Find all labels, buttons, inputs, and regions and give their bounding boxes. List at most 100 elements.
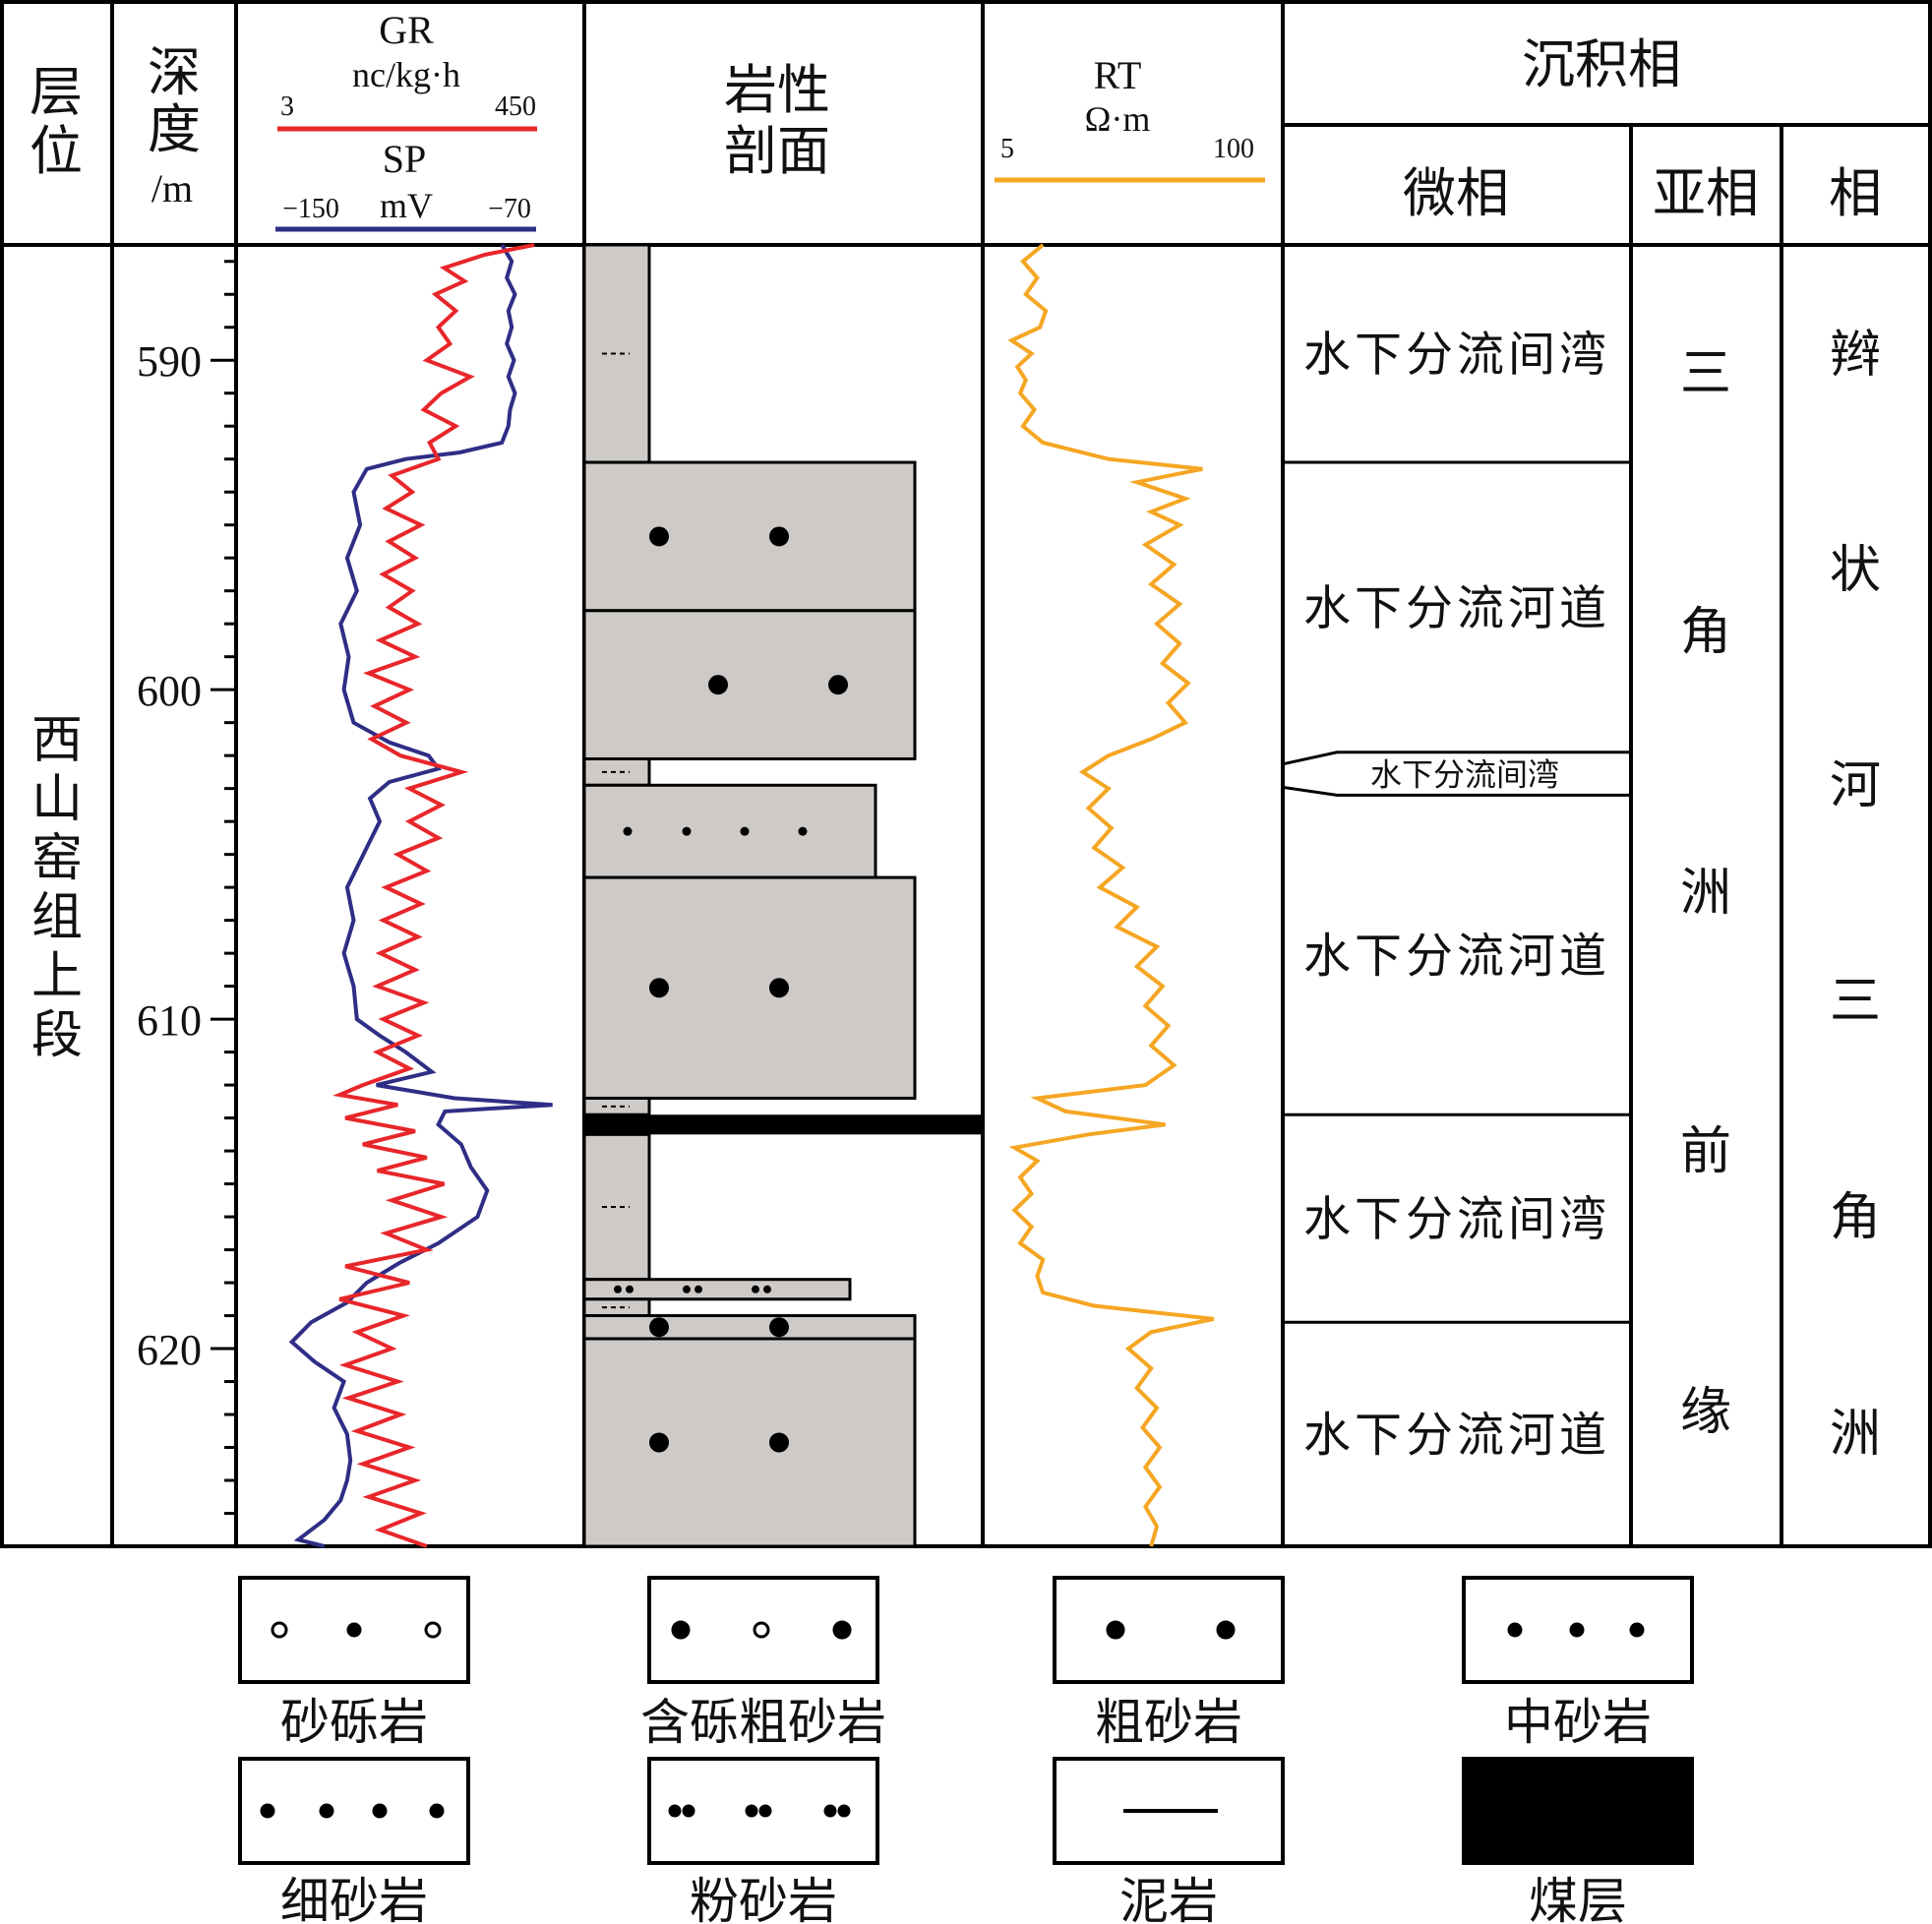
lithology-layer xyxy=(582,1278,852,1301)
lithology-layer xyxy=(582,1337,917,1548)
sp-name: SP xyxy=(383,137,427,181)
depth-header-char: 深 xyxy=(148,43,201,102)
subfacies-char: 缘 xyxy=(1680,1385,1731,1441)
depth-tick-label: 600 xyxy=(137,667,202,715)
subfacies-char: 洲 xyxy=(1680,866,1731,922)
legend-swatch xyxy=(1462,1757,1694,1865)
silt-dot xyxy=(626,1285,634,1293)
layer-header-1: 层位 xyxy=(30,63,83,181)
legend-symbol xyxy=(682,1804,695,1818)
curve-track xyxy=(288,243,1215,1548)
coarse-sand-dot xyxy=(649,978,669,998)
coarse-sand-dot xyxy=(649,526,669,547)
facies-char: 洲 xyxy=(1830,1407,1881,1463)
table-frame xyxy=(0,0,1932,1548)
legend-label: 中砂岩 xyxy=(1504,1695,1652,1750)
microfacies-label: 水下分流间湾 xyxy=(1370,757,1559,793)
gr-sp-header: GR nc/kg·h 3 450 SP −150 mV −70 xyxy=(275,8,537,232)
legend-symbol xyxy=(1569,1622,1585,1638)
lithology-layer xyxy=(582,875,917,1100)
lithology-layer xyxy=(582,609,917,761)
lithology-column xyxy=(582,243,983,1548)
silt-dot xyxy=(614,1285,622,1293)
legend-symbol xyxy=(823,1804,837,1818)
lithology-layer xyxy=(582,757,651,787)
microfacies-label: 水下分流间湾 xyxy=(1303,1194,1610,1246)
depth-axis: 590 600 610 620 xyxy=(137,260,236,1548)
coarse-sand-dot xyxy=(769,1317,789,1338)
coarse-sand-dot xyxy=(769,978,789,998)
microfacies-header: 微相 xyxy=(1403,164,1509,223)
subfacies-header: 亚相 xyxy=(1653,164,1759,223)
legend-symbol xyxy=(668,1804,682,1818)
coarse-sand-dot xyxy=(649,1317,669,1338)
facies-char: 辫 xyxy=(1830,328,1881,384)
medium-sand-dot xyxy=(798,826,808,836)
sp-unit: mV xyxy=(380,186,433,225)
facies-char: 三 xyxy=(1830,974,1881,1030)
subfacies-char: 角 xyxy=(1680,605,1731,661)
facies-char: 状 xyxy=(1830,543,1881,599)
silt-dot xyxy=(752,1285,759,1293)
legend-symbol xyxy=(832,1620,852,1640)
sp-min: −150 xyxy=(282,194,339,224)
legend-symbol xyxy=(271,1621,288,1639)
coarse-sand-dot xyxy=(828,675,848,695)
legend-symbol xyxy=(745,1804,758,1818)
legend-label: 粗砂岩 xyxy=(1095,1695,1242,1750)
facies-char: 河 xyxy=(1830,758,1881,814)
legend-label: 煤层 xyxy=(1529,1874,1627,1924)
lithology-layer xyxy=(582,1297,651,1318)
depth-header: 深度 /m xyxy=(148,43,201,210)
lithology-layer xyxy=(582,460,917,613)
lithology-layer xyxy=(582,783,877,879)
microfacies-pinchout xyxy=(1281,751,1631,797)
coarse-sand-dot xyxy=(708,675,728,695)
legend-label: 粉砂岩 xyxy=(690,1874,837,1924)
legend-symbol xyxy=(837,1804,851,1818)
legend-symbol xyxy=(758,1804,772,1818)
legend-symbol xyxy=(424,1621,442,1639)
legend-label: 砂砾岩 xyxy=(280,1695,428,1750)
medium-sand-dot xyxy=(682,826,692,836)
lithology-header: 岩性剖面 xyxy=(724,61,830,181)
layer-header-char: 位 xyxy=(30,122,83,181)
legend-label: 细砂岩 xyxy=(280,1874,428,1924)
medium-sand-dot xyxy=(623,826,633,836)
silt-dot xyxy=(694,1285,702,1293)
gr-name: GR xyxy=(379,8,434,52)
medium-sand-dot xyxy=(740,826,750,836)
lithology-layer xyxy=(582,243,651,464)
coarse-sand-dot xyxy=(769,526,789,547)
formation-char: 上 xyxy=(31,949,83,1005)
depth-header-text: 深度 xyxy=(148,43,201,159)
gr-unit: nc/kg·h xyxy=(352,55,460,94)
legend-swatch xyxy=(1053,1576,1285,1684)
lithology-layer xyxy=(582,1132,651,1282)
silt-dot xyxy=(763,1285,771,1293)
facies-col-header: 相 xyxy=(1829,164,1882,223)
legend-symbol xyxy=(346,1622,362,1638)
formation-char: 窑 xyxy=(31,831,83,887)
lithology-layer xyxy=(582,1314,917,1341)
legend-symbol xyxy=(372,1803,388,1819)
formation-char: 段 xyxy=(31,1008,83,1064)
subfacies-char: 前 xyxy=(1680,1124,1731,1180)
gr-min: 3 xyxy=(280,91,294,122)
coarse-sand-dot xyxy=(769,1432,789,1453)
legend-symbol xyxy=(671,1620,691,1640)
formation-char: 山 xyxy=(31,772,83,828)
depth-tick-label: 590 xyxy=(137,337,202,386)
sp-max: −70 xyxy=(488,194,531,224)
layer-header-char: 层 xyxy=(30,63,83,122)
depth-tick-label: 610 xyxy=(137,996,202,1045)
coal-layer xyxy=(584,1114,983,1135)
facies-header: 沉积相 xyxy=(1522,35,1681,94)
rt-name: RT xyxy=(1094,53,1142,97)
rt-header: RT Ω·m 5 100 xyxy=(995,53,1265,183)
formation-char: 组 xyxy=(31,890,83,946)
formation-char: 西 xyxy=(31,713,83,769)
